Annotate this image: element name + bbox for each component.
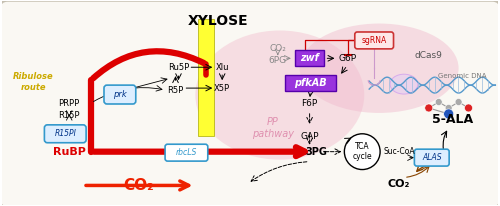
Text: zwf: zwf [300,53,319,63]
Circle shape [425,104,433,112]
Text: 5-ALA: 5-ALA [432,113,473,126]
Text: Suc-CoA: Suc-CoA [383,147,415,156]
Text: Ru5P: Ru5P [168,63,189,72]
Text: prk: prk [113,90,127,99]
Text: CO₂: CO₂ [124,178,154,193]
Text: R15P: R15P [58,111,80,121]
Text: PRPP: PRPP [58,98,80,108]
Text: R15PI: R15PI [54,129,76,138]
Ellipse shape [390,74,418,94]
Text: rbcLS: rbcLS [176,148,197,157]
Text: 6PG: 6PG [268,56,287,65]
FancyBboxPatch shape [355,32,394,49]
Circle shape [455,98,462,105]
Circle shape [445,104,452,111]
Bar [198,19,214,136]
Text: dCas9: dCas9 [415,51,442,60]
Text: 3PG: 3PG [306,147,328,157]
Ellipse shape [196,30,364,160]
Text: XYLOSE: XYLOSE [188,14,248,28]
Text: CO₂: CO₂ [270,44,286,53]
Text: X5P: X5P [214,84,230,93]
Text: Ribulose
route: Ribulose route [13,73,54,92]
FancyBboxPatch shape [285,75,337,91]
Text: RuBP: RuBP [53,147,86,157]
Circle shape [464,104,472,112]
Text: GAP: GAP [300,132,319,141]
Circle shape [465,104,472,111]
FancyBboxPatch shape [414,149,449,166]
FancyBboxPatch shape [44,125,86,143]
Text: F6P: F6P [302,99,318,109]
Text: CO₂: CO₂ [388,179,410,190]
Text: pfkAB: pfkAB [294,78,327,88]
Circle shape [344,134,380,170]
Text: sgRNA: sgRNA [362,36,387,45]
Circle shape [444,109,454,119]
FancyBboxPatch shape [104,85,136,104]
Text: R5P: R5P [168,85,184,95]
Ellipse shape [300,23,458,113]
Circle shape [435,98,442,105]
Text: TCA
cycle: TCA cycle [352,142,372,161]
Text: Xlu: Xlu [216,63,229,72]
FancyBboxPatch shape [294,50,324,66]
Text: Genomic DNA: Genomic DNA [438,73,487,79]
Text: G6P: G6P [338,54,356,63]
Circle shape [426,104,432,111]
FancyBboxPatch shape [165,144,208,161]
Text: ALAS: ALAS [422,153,442,162]
Text: PP
pathway: PP pathway [252,117,294,139]
